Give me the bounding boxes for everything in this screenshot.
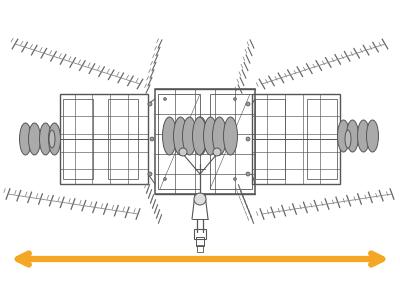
- Ellipse shape: [246, 137, 250, 141]
- Ellipse shape: [164, 178, 166, 181]
- Ellipse shape: [204, 117, 218, 155]
- Bar: [194, 229, 206, 239]
- Bar: [255, 99, 285, 179]
- Bar: [108, 99, 138, 179]
- Ellipse shape: [194, 117, 208, 155]
- Ellipse shape: [192, 117, 206, 155]
- Ellipse shape: [246, 172, 250, 176]
- Ellipse shape: [194, 193, 206, 205]
- Ellipse shape: [234, 178, 236, 181]
- Ellipse shape: [246, 102, 250, 106]
- Ellipse shape: [338, 120, 350, 152]
- Bar: [197, 245, 203, 252]
- Ellipse shape: [48, 123, 60, 155]
- Ellipse shape: [346, 120, 358, 152]
- Bar: [155, 89, 255, 194]
- Ellipse shape: [162, 117, 176, 155]
- Bar: [63, 99, 93, 179]
- Ellipse shape: [212, 117, 226, 155]
- Ellipse shape: [345, 130, 351, 148]
- Ellipse shape: [224, 117, 238, 155]
- Ellipse shape: [28, 123, 40, 155]
- Bar: [60, 94, 148, 184]
- Ellipse shape: [213, 148, 221, 156]
- Bar: [196, 237, 204, 246]
- Ellipse shape: [164, 97, 166, 101]
- Ellipse shape: [174, 117, 188, 155]
- Bar: [252, 94, 340, 184]
- Ellipse shape: [40, 123, 52, 155]
- Ellipse shape: [150, 137, 154, 141]
- Ellipse shape: [148, 102, 152, 106]
- Bar: [158, 94, 200, 189]
- Ellipse shape: [148, 172, 152, 176]
- Bar: [210, 94, 252, 189]
- Ellipse shape: [20, 123, 32, 155]
- Ellipse shape: [234, 97, 236, 101]
- Ellipse shape: [182, 117, 196, 155]
- Ellipse shape: [358, 120, 370, 152]
- Ellipse shape: [49, 130, 55, 148]
- Ellipse shape: [366, 120, 378, 152]
- Ellipse shape: [179, 148, 187, 156]
- Bar: [307, 99, 337, 179]
